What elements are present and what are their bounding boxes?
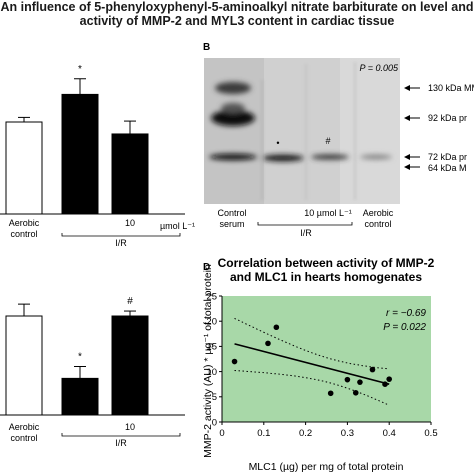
scatter-y-tick-label-3: 15 (206, 342, 217, 353)
scatter-x-tick-label-5: 0.5 (424, 428, 437, 439)
scatter-confidence-upper (234, 317, 390, 370)
blot-lane-aerobic-2: control (364, 219, 391, 229)
panel-d-label: D (203, 262, 210, 273)
scatter-point-4 (344, 376, 351, 383)
scatter-point-9 (386, 376, 393, 382)
scatter-y-tick-label-1: 5 (212, 392, 217, 403)
scatter-p-value: P = 0.022 (383, 322, 426, 333)
scatter-regression-line (234, 343, 390, 385)
panel-a-significance-1: * (78, 64, 82, 75)
panel-c-tick-aerobic-1: Aerobic (9, 422, 40, 432)
panel-c-significance-2: # (127, 296, 133, 307)
scatter-y-tick-label-4: 20 (206, 317, 217, 328)
figure-title: An influence of 5-phenyloxyphenyl-5-amin… (0, 0, 474, 28)
blot-marker-arrows (405, 87, 420, 168)
scatter-x-tick-label-3: 0.3 (341, 428, 354, 439)
panel-a-tick-aerobic-1: Aerobic (9, 218, 40, 228)
blot-group-bracket (257, 222, 353, 226)
scatter-y-tick-label-2: 10 (206, 367, 217, 378)
figure-title-line1: An influence of 5-phenyloxyphenyl-5-amin… (0, 0, 474, 14)
blot-lane-10umol: 10 µmol L⁻¹ (304, 208, 351, 218)
panel-a-tick-aerobic-2: control (10, 229, 37, 239)
panel-d-scatter-chart: D Correlation between activity of MMP-2 … (202, 256, 438, 473)
scatter-point-0 (231, 358, 238, 365)
panel-a-unit-label: µmol L⁻¹ (160, 221, 195, 231)
scatter-point-7 (369, 366, 376, 373)
blot-marker-92kda: 92 kDa pr (428, 113, 467, 123)
scatter-point-2 (273, 324, 280, 331)
panel-c-bar-2 (111, 315, 149, 416)
scatter-point-3 (327, 390, 334, 397)
panel-b-label: B (203, 42, 210, 53)
panel-a-group-bracket (61, 233, 181, 237)
scatter-r-value: r = −0.69 (386, 308, 426, 319)
blot-lane-control-serum-2: serum (219, 219, 244, 229)
blot-lane-aerobic-1: Aerobic (363, 208, 394, 218)
scatter-title-line1: Correlation between activity of MMP-2 (218, 256, 435, 270)
blot-significance-hash: # (325, 136, 330, 146)
figure-title-line2: activity of MMP-2 and MYL3 content in ca… (79, 14, 395, 28)
blot-marker-64kda: 64 kDa M (428, 163, 467, 173)
scatter-title-line2: and MLC1 in hearts homogenates (230, 270, 422, 284)
scatter-point-5 (352, 389, 359, 396)
panel-c-bar-1 (61, 377, 99, 416)
scatter-x-tick-label-1: 0.1 (257, 428, 270, 439)
panel-c-group-bracket (61, 433, 181, 437)
scatter-x-tick-label-4: 0.4 (383, 428, 396, 439)
blot-bands (209, 82, 392, 162)
blot-marker-72kda: 72 kDa pr (428, 152, 467, 162)
panel-a-bar-0 (5, 121, 43, 215)
scatter-plot-area (222, 296, 431, 422)
blot-lane-control-serum-1: Control (217, 208, 246, 218)
panel-a-bar-2 (111, 133, 149, 215)
scatter-y-tick-label-0: 0 (212, 417, 217, 428)
panel-a-tick-10: 10 (125, 218, 135, 228)
panel-c-tick-10: 10 (125, 422, 135, 432)
panel-a-bar-1 (61, 93, 99, 215)
blot-p-value: P = 0.005 (360, 63, 399, 73)
blot-marker-130kda: 130 kDa MM (428, 83, 474, 93)
scatter-x-tick-label-2: 0.2 (299, 428, 312, 439)
scatter-x-axis-label: MLC1 (µg) per mg of total protein (249, 461, 404, 473)
panel-c-bar-0 (5, 315, 43, 416)
blot-significance-dot: • (276, 138, 279, 148)
scatter-point-6 (357, 379, 363, 385)
panel-b-western-blot: B P = 0.005 • # (203, 42, 474, 238)
scatter-point-8 (382, 381, 388, 388)
panel-c-bar-chart: * # Aerobic control 10 I/R (0, 296, 185, 448)
scatter-x-tick-label-0: 0 (219, 428, 224, 439)
blot-group-label: I/R (300, 228, 312, 238)
scatter-point-1 (265, 340, 271, 347)
panel-c-group-label: I/R (115, 438, 127, 448)
panel-c-significance-1: * (78, 351, 82, 362)
scatter-y-tick-label-5: 25 (206, 291, 217, 302)
panel-a-group-label: I/R (115, 238, 127, 248)
scatter-y-axis-label: MMP-2 activity (AU) * µg⁻¹ of total prot… (202, 264, 214, 458)
panel-c-tick-aerobic-2: control (10, 433, 37, 443)
panel-a-bar-chart: * Aerobic control 10 µmol L⁻¹ I/R (0, 64, 195, 248)
